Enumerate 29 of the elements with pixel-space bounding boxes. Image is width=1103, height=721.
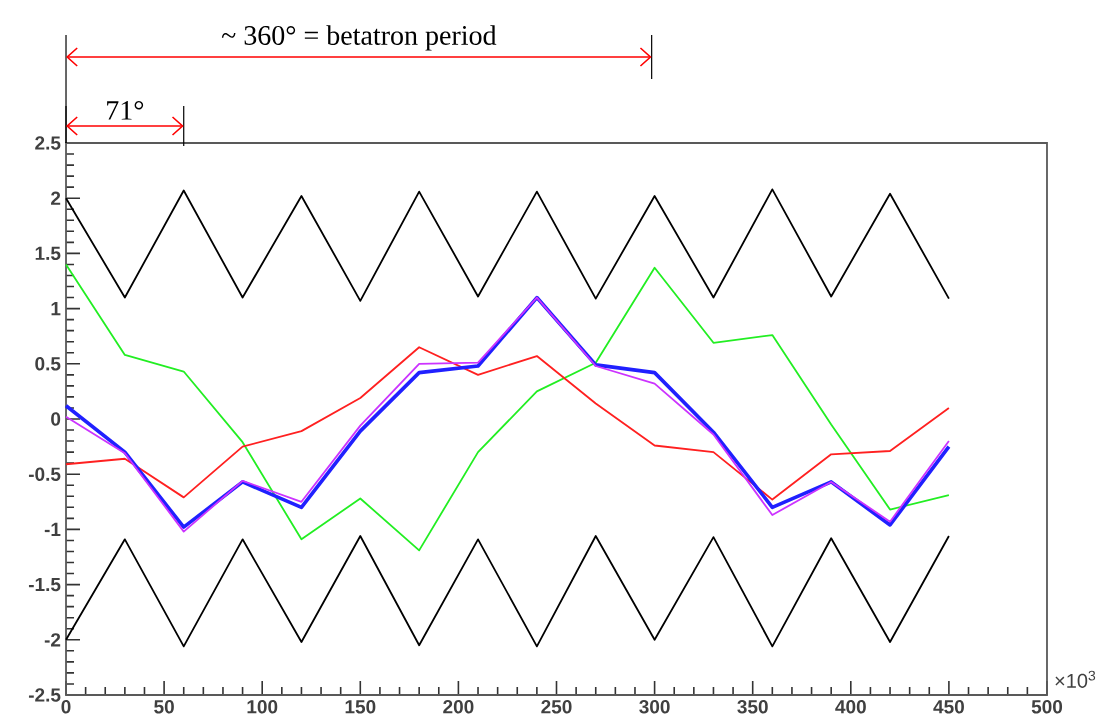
- line-series: [65, 263, 950, 552]
- y-tick-label: -2: [44, 633, 61, 647]
- y-tick-label: 0: [51, 412, 61, 426]
- line-series: [65, 535, 950, 648]
- x-tick-label: 500: [1031, 700, 1063, 714]
- x-axis-title: ×10$^{3}$: [1055, 670, 1096, 688]
- y-tick-label: -1: [44, 522, 61, 536]
- x-tick-label: 400: [835, 700, 866, 714]
- y-tick-label: -2.5: [28, 688, 61, 702]
- text: 71°: [107, 100, 144, 120]
- line-series: [65, 188, 950, 302]
- y-tick-label: 1: [51, 302, 61, 316]
- text: ~ 360° = betatron period: [221, 25, 497, 51]
- x-tick-label: 100: [247, 700, 278, 714]
- y-tick-label: 0.5: [35, 357, 61, 371]
- x-tick-label: 150: [345, 700, 376, 714]
- y-tick-label: 2: [51, 191, 61, 205]
- x-tick-label: 200: [443, 700, 474, 714]
- x-tick-label: 50: [154, 700, 174, 714]
- x-tick-label: 450: [933, 700, 964, 714]
- line-series: [65, 346, 950, 501]
- y-tick-label: -1.5: [28, 577, 61, 592]
- y-tick-label: 2.5: [35, 136, 61, 150]
- x-tick-label: 0: [61, 700, 71, 714]
- y-tick-label: -0.5: [28, 467, 61, 481]
- x-tick-label: 300: [639, 700, 670, 714]
- x-tick-label: 250: [541, 700, 572, 714]
- y-tick-label: 1.5: [35, 246, 61, 261]
- x-tick-label: 350: [737, 700, 768, 714]
